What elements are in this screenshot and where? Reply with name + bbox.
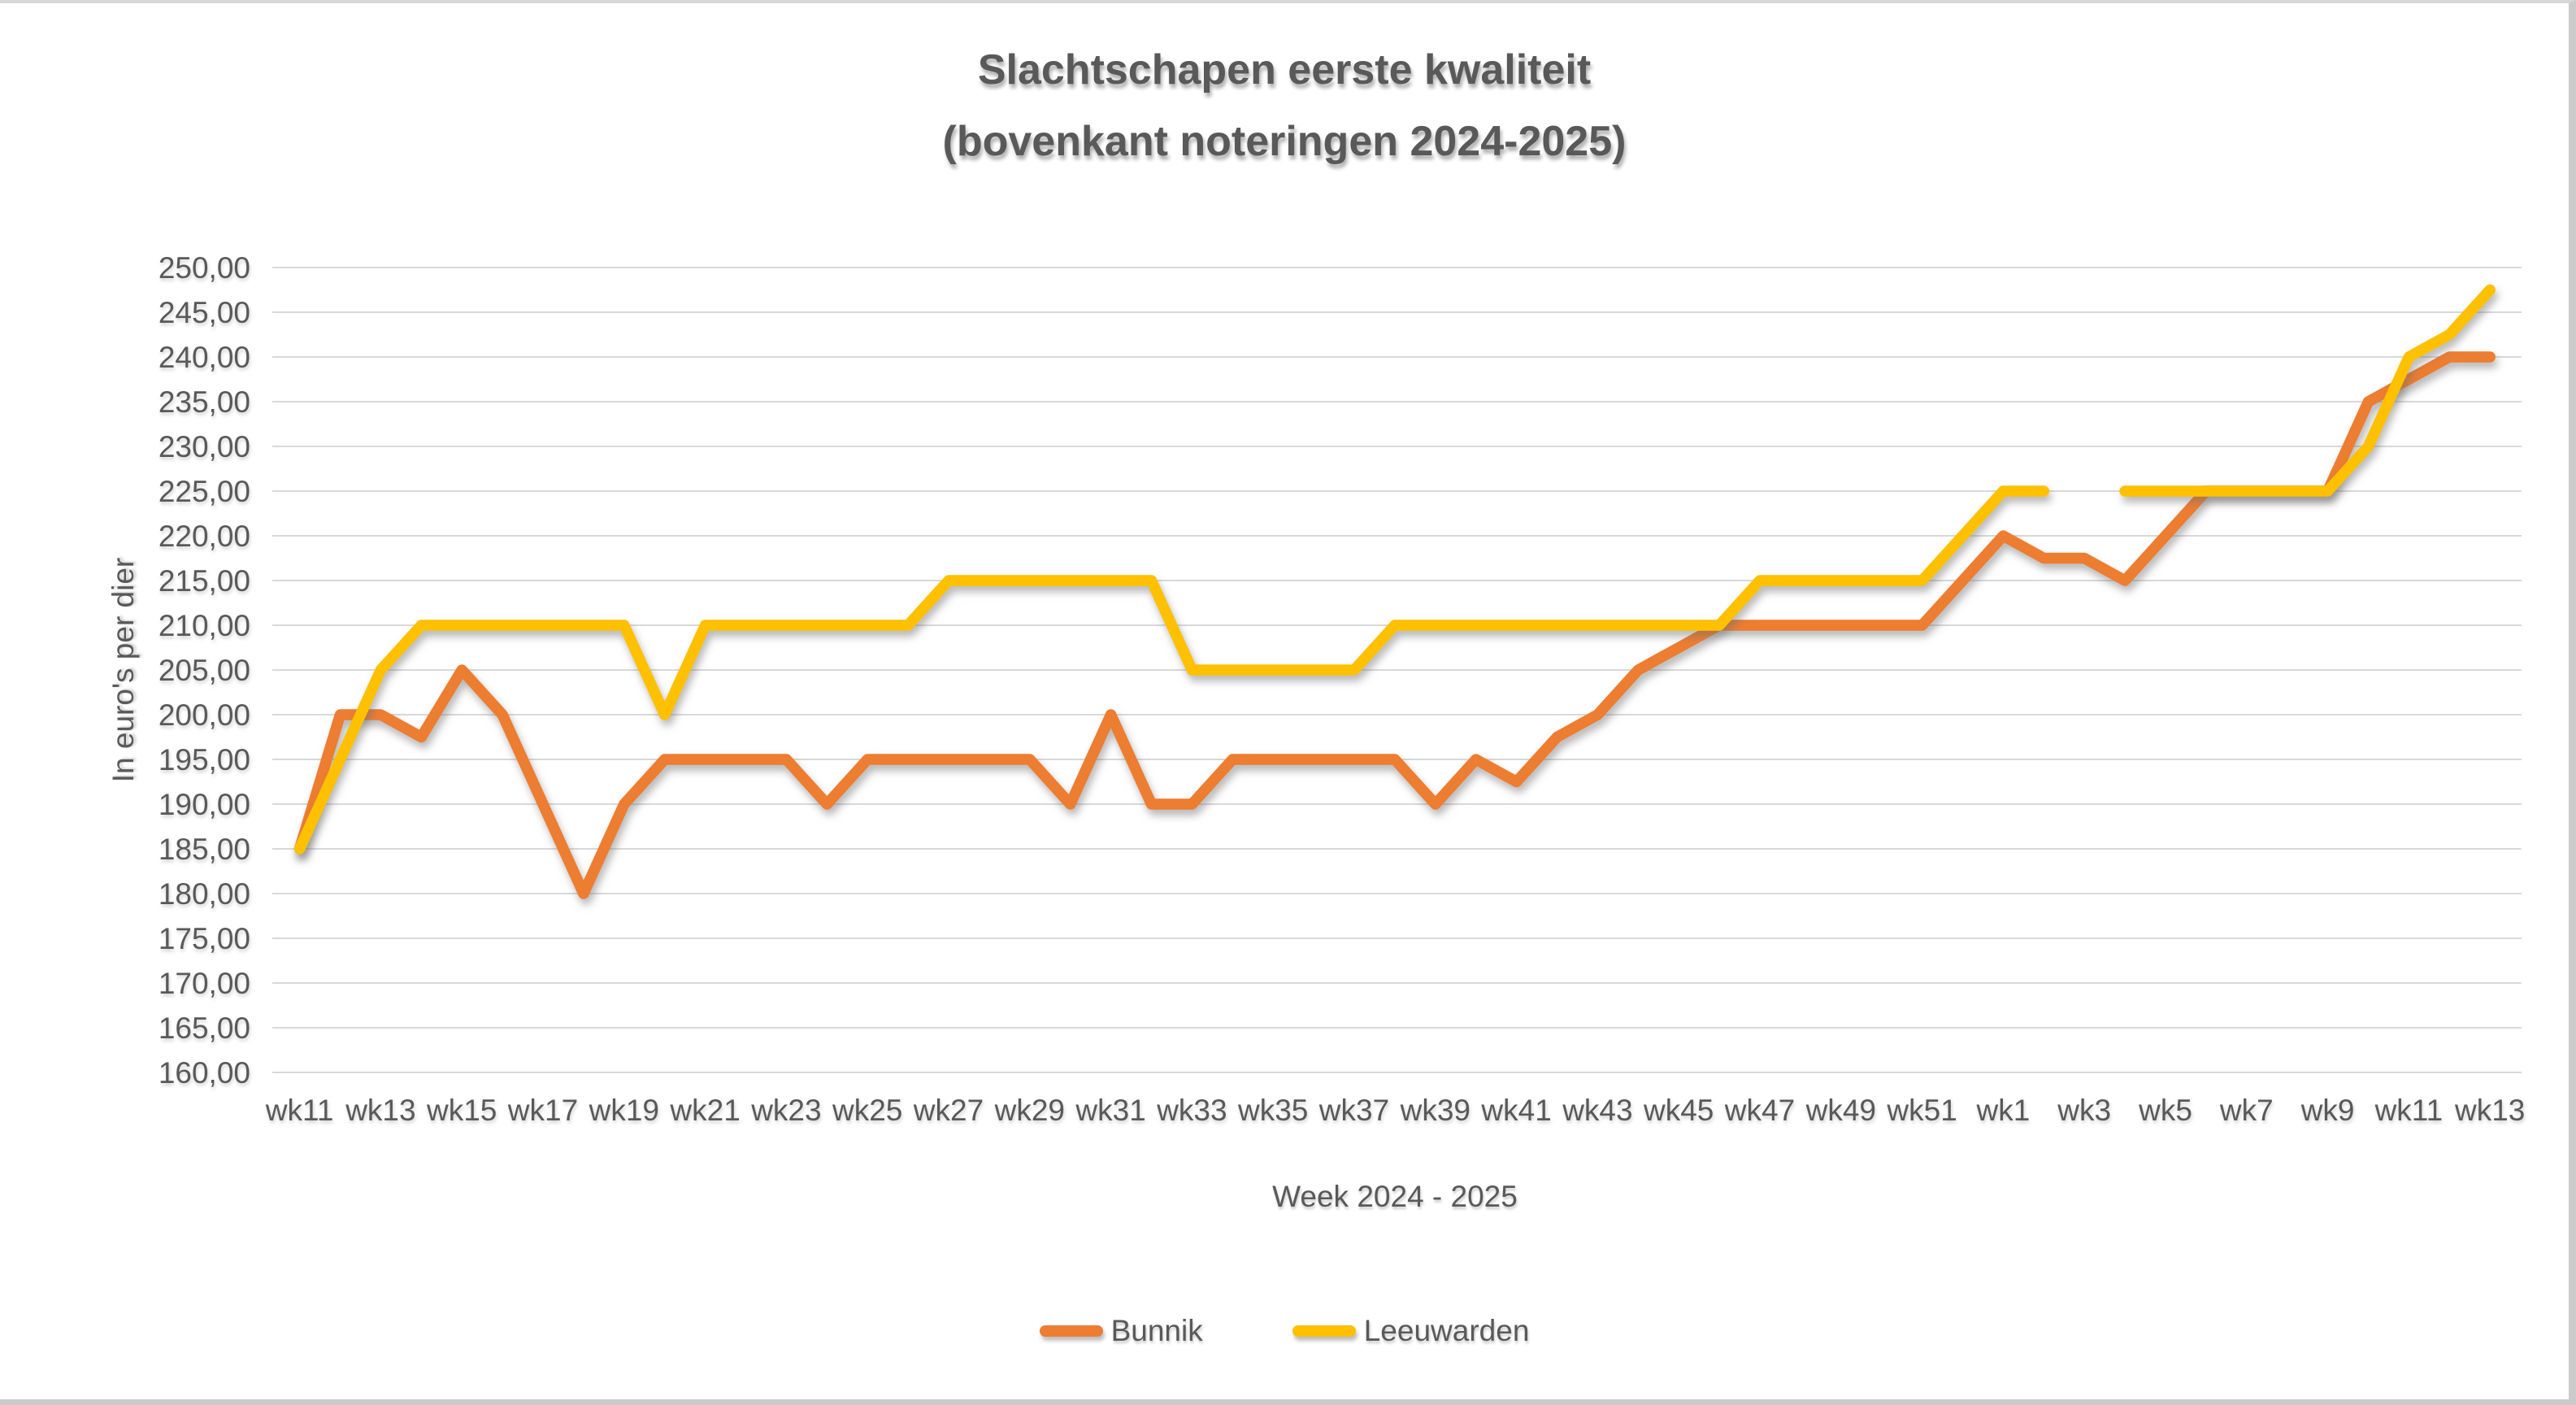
series-line-bunnik [293, 351, 2496, 899]
x-tick-label: wk17 [507, 1094, 578, 1127]
x-tick-label: wk5 [2138, 1094, 2192, 1127]
x-tick-label: wk25 [832, 1094, 902, 1127]
x-tick-label: wk33 [1156, 1094, 1227, 1127]
x-tick-label: wk9 [2300, 1094, 2355, 1127]
x-tick-label: wk31 [1075, 1094, 1145, 1127]
chart-title-line2: (bovenkant noteringen 2024-2025) [942, 118, 1627, 165]
x-tick-label: wk35 [1237, 1094, 1308, 1127]
x-tick-label: wk45 [1643, 1094, 1714, 1127]
x-tick-label: wk7 [2219, 1094, 2274, 1127]
x-tick-label: wk49 [1805, 1094, 1876, 1127]
x-axis-title: Week 2024 - 2025 [1272, 1180, 1518, 1213]
y-tick-label: 175,00 [159, 922, 250, 955]
x-tick-label: wk11 [265, 1094, 334, 1127]
legend-item-bunnik: Bunnik [1039, 1314, 1203, 1348]
chart-svg: 250,00 245,00 240,00 235,00 230,00 225,00 220,… [159, 251, 2526, 1127]
y-tick-label: 180,00 [159, 877, 250, 911]
x-tick-label: wk21 [669, 1094, 740, 1127]
x-tick-label: wk27 [913, 1094, 984, 1127]
x-tick-label: wk39 [1400, 1094, 1470, 1127]
y-tick-label: 170,00 [159, 967, 250, 1000]
legend-label-bunnik: Bunnik [1110, 1314, 1203, 1347]
y-tick-label: 215,00 [159, 564, 250, 598]
y-tick-label: 185,00 [159, 833, 250, 866]
x-tick-label: wk13 [345, 1094, 415, 1127]
x-tick-label: wk47 [1724, 1094, 1795, 1127]
x-tick-label: wk13 [2454, 1094, 2525, 1127]
x-tick-label: wk41 [1480, 1094, 1551, 1127]
x-tick-label: wk43 [1562, 1094, 1632, 1127]
y-tick-label: 245,00 [159, 296, 250, 329]
y-tick-label: 250,00 [159, 251, 250, 285]
y-tick-label: 225,00 [159, 475, 250, 508]
legend-swatch-bunnik [1039, 1325, 1103, 1337]
y-tick-label: 230,00 [159, 430, 250, 463]
chart-title-line1: Slachtschapen eerste kwaliteit [977, 46, 1592, 94]
x-tick-label: wk3 [2057, 1094, 2111, 1127]
legend-swatch-leeuwarden [1292, 1325, 1356, 1337]
y-tick-label: 165,00 [159, 1011, 250, 1045]
x-tick-label: wk23 [750, 1094, 821, 1127]
x-tick-label: wk19 [589, 1094, 659, 1127]
legend: Bunnik Leeuwarden [0, 1314, 2569, 1348]
y-tick-label: 200,00 [159, 698, 250, 732]
x-tick-label: wk51 [1886, 1094, 1957, 1127]
x-tick-label: wk37 [1318, 1094, 1389, 1127]
legend-item-leeuwarden: Leeuwarden [1292, 1314, 1530, 1348]
x-tick-label: wk29 [994, 1094, 1065, 1127]
y-tick-label: 190,00 [159, 788, 250, 821]
x-tick-label: wk1 [1975, 1094, 2030, 1127]
y-tick-label: 160,00 [159, 1056, 250, 1090]
legend-label-leeuwarden: Leeuwarden [1363, 1314, 1530, 1347]
y-tick-label: 235,00 [159, 385, 250, 419]
y-tick-label: 205,00 [159, 654, 250, 687]
y-tick-label: 240,00 [159, 341, 250, 374]
y-tick-label: 220,00 [159, 520, 250, 553]
chart-title: Slachtschapen eerste kwaliteit (bovenkan… [0, 34, 2569, 177]
series-line-leeuwarden [293, 284, 2496, 855]
y-tick-label: 210,00 [159, 609, 250, 642]
chart-plot-area: 250,00 245,00 240,00 235,00 230,00 225,00 220,… [0, 3, 2569, 1399]
x-tick-label: wk15 [426, 1094, 497, 1127]
x-tick-label: wk11 [2374, 1094, 2444, 1127]
y-tick-label: 195,00 [159, 743, 250, 776]
